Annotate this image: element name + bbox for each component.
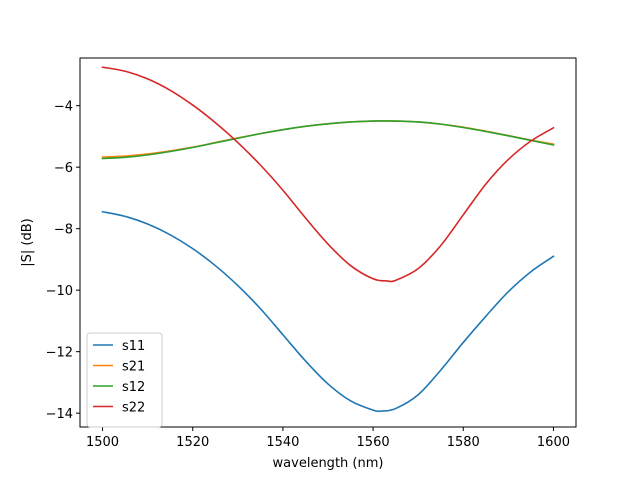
- legend-label-s11: s11: [122, 339, 145, 354]
- x-tick-label: 1540: [266, 435, 299, 450]
- x-axis-label: wavelength (nm): [273, 456, 384, 471]
- y-tick-label: −4: [54, 100, 73, 115]
- legend: s11 s21 s12 s22: [86, 332, 163, 428]
- y-tick-label: −14: [46, 407, 73, 422]
- axes-frame: [79, 57, 577, 428]
- series-line-s11: [101, 210, 555, 413]
- series-line-s12: [101, 120, 555, 160]
- plot-area: [79, 57, 577, 428]
- x-tick-label: 1580: [447, 435, 480, 450]
- series-layer: [101, 66, 555, 413]
- legend-label-s12: s12: [122, 380, 145, 395]
- y-tick-label: −12: [46, 346, 73, 361]
- y-tick-label: −8: [54, 223, 73, 238]
- y-tick-label: −10: [46, 284, 73, 299]
- y-tick-label: −6: [54, 161, 73, 176]
- x-tick-label: 1600: [537, 435, 570, 450]
- legend-label-s21: s21: [122, 360, 145, 375]
- x-axis-ticks: 1500 1520 1540 1560 1580 1600: [86, 427, 570, 450]
- x-tick-label: 1520: [176, 435, 209, 450]
- x-tick-label: 1560: [357, 435, 390, 450]
- y-axis-label: |S| (dB): [20, 218, 35, 266]
- series-line-s22: [101, 66, 555, 283]
- x-tick-label: 1500: [86, 435, 119, 450]
- legend-label-s22: s22: [122, 401, 145, 416]
- legend-box: [86, 332, 163, 428]
- y-axis-ticks: −14 −12 −10 −8 −6 −4: [46, 100, 80, 422]
